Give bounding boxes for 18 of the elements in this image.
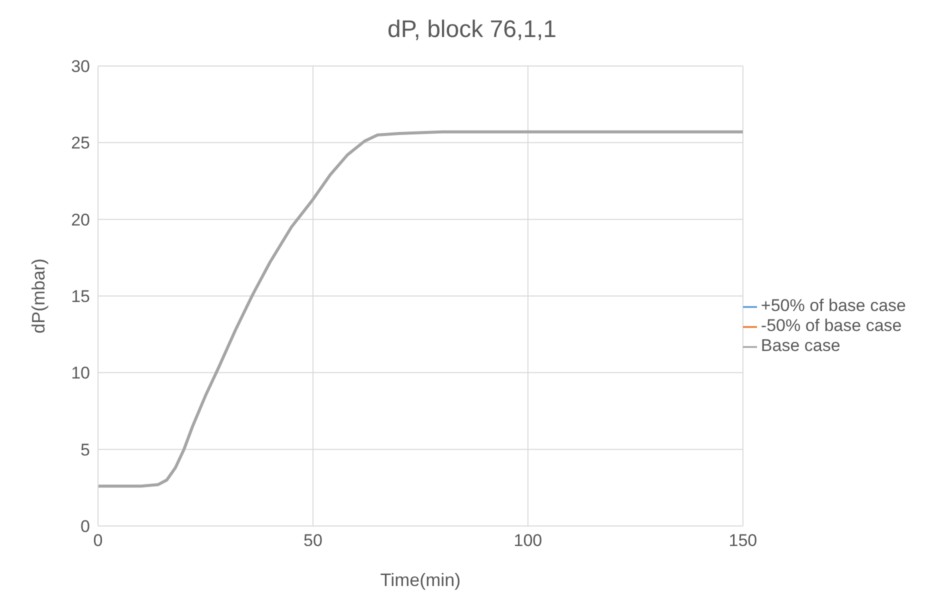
y-tick-label: 15 bbox=[71, 287, 90, 306]
x-axis-title: Time(min) bbox=[380, 570, 461, 590]
chart-title: dP, block 76,1,1 bbox=[386, 15, 558, 45]
legend-label: -50% of base case bbox=[760, 316, 902, 335]
y-tick-label: 30 bbox=[71, 57, 90, 76]
x-tick-label: 100 bbox=[514, 531, 542, 550]
y-tick-label: 20 bbox=[71, 210, 90, 230]
x-tick-label: 0 bbox=[93, 531, 103, 550]
y-axis-title: dP(mbar) bbox=[28, 258, 48, 334]
y-tick-label: 25 bbox=[71, 134, 90, 153]
legend-label: +50% of base case bbox=[760, 296, 906, 315]
x-tick-label: 150 bbox=[728, 531, 758, 550]
y-tick-label: 5 bbox=[80, 440, 90, 460]
y-tick-label: 10 bbox=[71, 364, 90, 383]
x-tick-label: 50 bbox=[304, 531, 322, 550]
line-series bbox=[98, 130, 743, 488]
legend-label: Base case bbox=[760, 336, 840, 355]
y-tick-label: 0 bbox=[80, 517, 90, 536]
